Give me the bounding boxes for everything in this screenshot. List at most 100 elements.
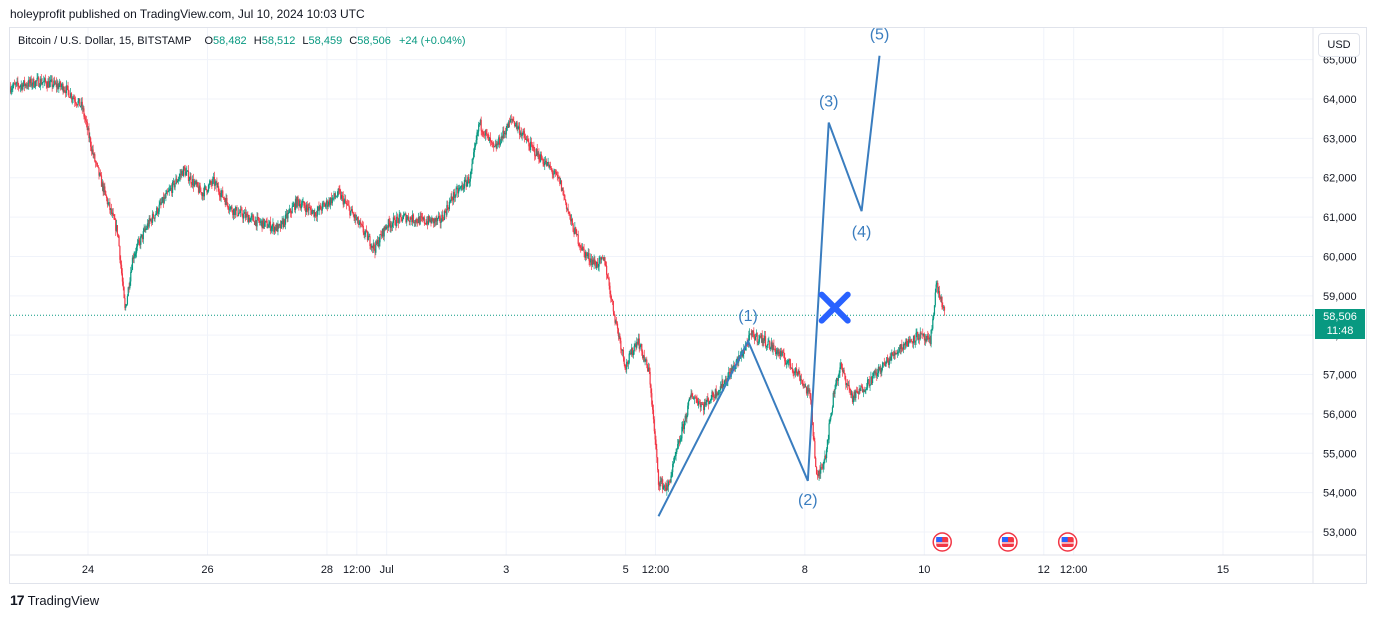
candle-body xyxy=(556,174,558,176)
candle-body xyxy=(795,368,798,373)
candle-body xyxy=(786,362,788,364)
wave-label[interactable]: (1) xyxy=(738,308,758,325)
candle-body xyxy=(112,212,114,215)
candle-body xyxy=(846,383,848,386)
candle-body xyxy=(865,389,867,391)
candle-body xyxy=(721,380,723,389)
candle-body xyxy=(857,393,859,394)
candle-body xyxy=(356,217,359,220)
candle-body xyxy=(354,214,356,219)
cross-icon[interactable] xyxy=(818,291,851,324)
candle-body xyxy=(426,221,428,225)
candle-body xyxy=(49,81,51,88)
candle-body xyxy=(79,98,81,107)
candle-body xyxy=(605,264,607,266)
candle-body xyxy=(785,361,787,365)
candle-body xyxy=(700,404,702,408)
candle-body xyxy=(492,142,494,144)
candle-body xyxy=(779,350,782,357)
candle-body xyxy=(100,173,102,176)
wave-label[interactable]: (4) xyxy=(852,224,872,241)
candle-body xyxy=(227,203,229,208)
candle-body xyxy=(800,379,802,381)
candle-body xyxy=(235,207,237,210)
candle-body xyxy=(314,212,317,216)
candle-body xyxy=(587,253,589,256)
candle-body xyxy=(185,171,187,176)
candle-body xyxy=(899,347,901,349)
candle-body xyxy=(761,334,763,344)
candle-body xyxy=(877,366,880,374)
candle-body xyxy=(304,205,306,208)
candle-body xyxy=(146,228,148,230)
chart-frame[interactable] xyxy=(9,27,1367,584)
candle-body xyxy=(223,197,225,199)
wave-label[interactable]: (3) xyxy=(819,94,839,111)
candle-body xyxy=(252,215,254,217)
candle-body xyxy=(64,90,66,91)
candle-body xyxy=(220,192,222,198)
candle-body xyxy=(814,441,816,459)
candle-body xyxy=(38,77,40,87)
candle-body xyxy=(204,186,206,188)
candle-body xyxy=(34,80,37,87)
candle-body xyxy=(831,412,833,417)
candle-body xyxy=(912,335,915,344)
candle-body xyxy=(720,386,722,389)
currency-button[interactable]: USD xyxy=(1318,33,1360,57)
candle-body xyxy=(560,180,562,184)
candle-body xyxy=(725,379,727,383)
candle-body xyxy=(54,80,56,84)
candle-body xyxy=(345,199,347,203)
candle-body xyxy=(52,85,54,87)
candle-body xyxy=(18,84,20,87)
brand-name: TradingView xyxy=(27,592,100,608)
candle-body xyxy=(623,357,625,365)
candle-body xyxy=(627,362,629,364)
candle-body xyxy=(343,200,345,205)
candle-body xyxy=(46,85,48,88)
candle-body xyxy=(480,119,482,131)
candle-body xyxy=(477,131,479,133)
candle-body xyxy=(28,79,31,84)
candle-body xyxy=(20,84,22,86)
wave-label[interactable]: (2) xyxy=(798,492,818,509)
candle-body xyxy=(513,120,515,122)
candle-body xyxy=(404,213,406,215)
candle-body xyxy=(248,217,250,223)
candle-body xyxy=(677,440,680,445)
candle-body xyxy=(361,224,364,227)
elliott-wave-line[interactable] xyxy=(657,55,881,517)
candle-body xyxy=(383,226,385,237)
candle-body xyxy=(546,162,548,166)
candle-body xyxy=(320,209,323,211)
candle-body xyxy=(278,224,280,226)
candle-body xyxy=(242,215,244,219)
wave-label[interactable]: (5) xyxy=(870,27,890,44)
candle-body xyxy=(282,220,284,227)
footer-brand[interactable]: 17 TradingView xyxy=(10,592,99,608)
candle-body xyxy=(835,383,837,389)
candle-body xyxy=(595,264,597,268)
candle-body xyxy=(796,372,798,376)
candle-body xyxy=(76,104,78,106)
candle-body xyxy=(860,386,862,391)
candle-body xyxy=(167,191,170,193)
candle-body xyxy=(328,199,330,205)
candle-body xyxy=(376,240,379,245)
candle-body xyxy=(353,214,355,219)
candle-body xyxy=(197,182,199,187)
candle-body xyxy=(216,181,218,188)
candle-body xyxy=(889,358,891,361)
symbol-legend: Bitcoin / U.S. Dollar, 15, BITSTAMP O58,… xyxy=(18,35,466,47)
symbol-name[interactable]: Bitcoin / U.S. Dollar, 15, BITSTAMP xyxy=(18,35,192,47)
candle-body xyxy=(768,340,770,342)
candle-body xyxy=(511,118,513,120)
candle-body xyxy=(100,175,103,187)
candle-body xyxy=(44,78,47,82)
candle-body xyxy=(728,372,730,376)
candle-body xyxy=(806,387,808,394)
candle-body xyxy=(769,340,771,350)
candle-body xyxy=(94,154,96,162)
